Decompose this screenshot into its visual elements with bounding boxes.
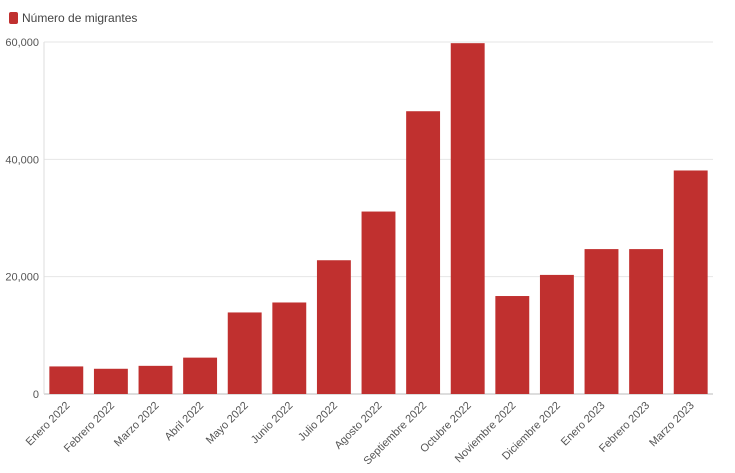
x-tick-label-julio-2022: Julio 2022 [296, 400, 340, 444]
x-tick-label-enero-2022: Enero 2022 [24, 400, 73, 449]
bar-octubre-2022 [450, 43, 485, 394]
bar-noviembre-2022 [495, 296, 530, 394]
y-tick-label-0: 0 [33, 389, 39, 401]
bar-mayo-2022 [227, 312, 262, 394]
bar-junio-2022 [272, 302, 307, 394]
y-tick-label-20000: 20,000 [5, 272, 39, 284]
legend-label: Número de migrantes [22, 11, 138, 25]
bar-enero-2022 [49, 366, 84, 394]
bar-abril-2022 [183, 357, 218, 394]
bar-julio-2022 [316, 260, 351, 394]
legend-swatch [9, 12, 18, 24]
x-tick-label-mayo-2022: Mayo 2022 [204, 400, 251, 447]
bar-diciembre-2022 [539, 274, 574, 394]
bar-marzo-2022 [138, 365, 173, 394]
x-tick-label-marzo-2023: Marzo 2023 [647, 400, 697, 450]
x-tick-label-abril-2022: Abril 2022 [163, 400, 207, 444]
legend: Número de migrantes [9, 11, 137, 25]
x-tick-label-enero-2023: Enero 2023 [559, 400, 608, 449]
bar-agosto-2022 [361, 211, 396, 394]
bar-febrero-2023 [629, 249, 664, 394]
x-tick-label-marzo-2022: Marzo 2022 [112, 400, 162, 450]
bar-septiembre-2022 [406, 111, 441, 394]
x-tick-label-junio-2022: Junio 2022 [249, 400, 296, 447]
bar-febrero-2022 [93, 368, 128, 394]
bar-marzo-2023 [673, 170, 708, 394]
bar-enero-2023 [584, 249, 619, 394]
y-tick-label-40000: 40,000 [5, 154, 39, 166]
y-tick-label-60000: 60,000 [5, 37, 39, 49]
